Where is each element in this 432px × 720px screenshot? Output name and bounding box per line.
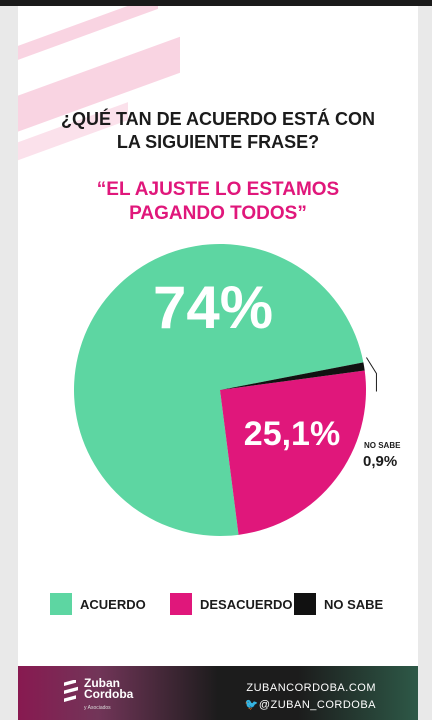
footer-gradient: [18, 666, 418, 720]
legend-swatch-desacuerdo: [170, 593, 192, 615]
survey-question: ¿QUÉ TAN DE ACUERDO ESTÁ CON LA SIGUIENT…: [18, 108, 418, 154]
slice-value-acuerdo: 74%: [153, 274, 273, 341]
footer-bar: Zuban Cordoba y Asociados ZUBANCORDOBA.C…: [18, 666, 418, 720]
callout-leader-line: [366, 357, 377, 392]
pie-slice-no-sabe: [220, 362, 365, 390]
legend-item-acuerdo: ACUERDO: [50, 590, 146, 618]
question-line-1: ¿QUÉ TAN DE ACUERDO ESTÁ CON: [60, 109, 375, 129]
twitter-icon: 🐦: [244, 699, 259, 711]
legend-swatch-no-sabe: [294, 593, 316, 615]
legend-item-no-sabe: NO SABE: [294, 590, 383, 618]
zuban-cordoba-logo-icon: [64, 680, 78, 702]
top-bar: [0, 0, 432, 6]
pie-chart: 74% 25,1% 0,9% NO SABE: [73, 244, 401, 537]
legend-label-no-sabe: NO SABE: [324, 596, 384, 612]
quote-line-2: PAGANDO TODOS”: [129, 203, 307, 224]
quote-line-1: “EL AJUSTE LO ESTAMOS: [96, 179, 340, 200]
website-link[interactable]: ZUBANCORDOBA.COM: [246, 682, 376, 694]
pie-slice-acuerdo: [73, 244, 364, 537]
legend-item-desacuerdo: DESACUERDO: [170, 590, 292, 618]
logo-name-line-2: Cordoba: [84, 687, 134, 701]
infographic-card: ¿QUÉ TAN DE ACUERDO ESTÁ CON LA SIGUIENT…: [18, 6, 418, 666]
logo-wordmark: Zuban Cordoba: [84, 676, 134, 701]
pie-slice-desacuerdo: [220, 370, 366, 535]
chart-legend: ACUERDO DESACUERDO NO SABE: [50, 590, 410, 618]
survey-quote: “EL AJUSTE LO ESTAMOS PAGANDO TODOS”: [18, 178, 418, 226]
legend-label-desacuerdo: DESACUERDO: [200, 596, 293, 612]
slice-value-no-sabe: 0,9%: [363, 453, 397, 470]
twitter-handle-text: @ZUBAN_CORDOBA: [258, 699, 376, 711]
logo-name-line-1: Zuban: [84, 676, 120, 690]
legend-swatch-acuerdo: [50, 593, 72, 615]
slice-value-desacuerdo: 25,1%: [244, 415, 340, 453]
slice-label-no-sabe: NO SABE: [364, 441, 401, 450]
logo-subtitle: y Asociados: [84, 705, 111, 711]
question-line-2: LA SIGUIENTE FRASE?: [116, 132, 320, 152]
twitter-handle[interactable]: 🐦@ZUBAN_CORDOBA: [245, 698, 376, 711]
legend-label-acuerdo: ACUERDO: [80, 596, 146, 612]
